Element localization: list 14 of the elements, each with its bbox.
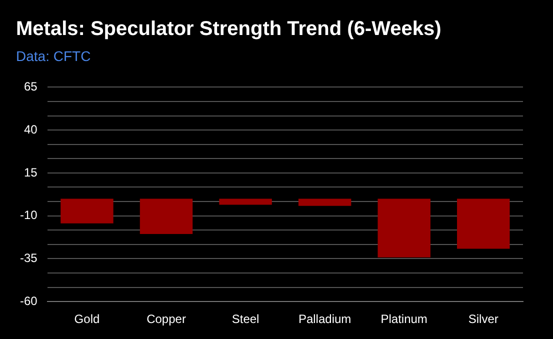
- y-tick-label: 40: [24, 122, 38, 136]
- y-tick-label: 15: [24, 165, 38, 180]
- x-tick-label: Copper: [146, 312, 186, 326]
- chart-title: Metals: Speculator Strength Trend (6-Weeks): [16, 18, 442, 41]
- chart-subtitle: Data: CFTC: [16, 48, 91, 64]
- x-tick-label: Gold: [74, 312, 100, 326]
- y-tick-label: -60: [20, 294, 38, 308]
- x-tick-label: Palladium: [298, 312, 352, 326]
- x-tick-label: Platinum: [380, 312, 428, 326]
- x-tick-label: Silver: [468, 312, 498, 326]
- y-tick-label: -10: [20, 208, 38, 222]
- y-tick-label: -35: [20, 251, 38, 266]
- x-tick-label: Steel: [232, 312, 260, 326]
- y-tick-label: 65: [24, 80, 38, 94]
